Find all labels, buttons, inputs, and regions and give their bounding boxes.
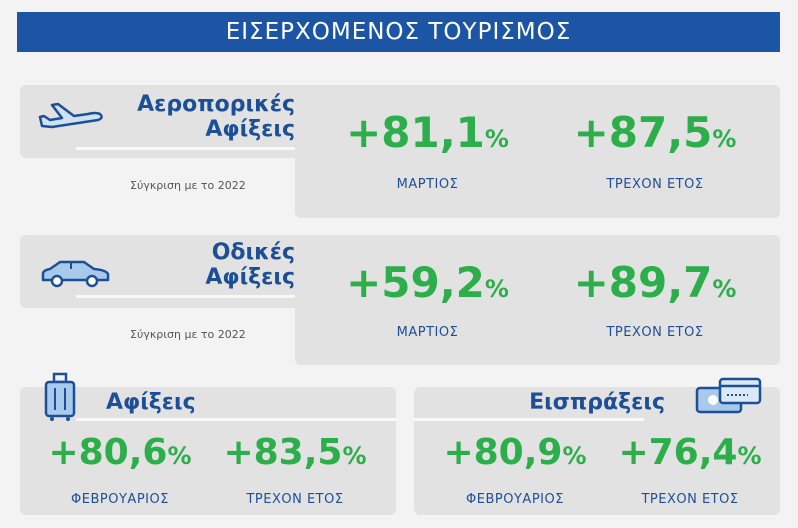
divider xyxy=(414,418,644,421)
unit: % xyxy=(167,442,192,470)
road-year-label: ΤΡΕΧΟΝ ΕΤΟΣ xyxy=(606,325,704,340)
unit: % xyxy=(712,125,737,153)
road-month-value: +59,2% xyxy=(320,258,535,307)
air-comparison-note: Σύγκριση με το 2022 xyxy=(130,179,246,192)
road-month-label: ΜΑΡΤΙΟΣ xyxy=(396,325,459,340)
page-title: ΕΙΣΕΡΧΟΜΕΝΟΣ ΤΟΥΡΙΣΜΟΣ xyxy=(17,12,780,52)
car-icon xyxy=(41,260,110,288)
divider xyxy=(76,418,396,421)
arrivals-month-label: ΦΕΒΡΟΥΑΡΙΟΣ xyxy=(71,492,169,507)
arrivals-title: Αφίξεις xyxy=(106,390,196,415)
value: +81,1 xyxy=(346,108,485,157)
arrivals-year-value: +83,5% xyxy=(205,432,385,473)
road-title-line1: Οδικές xyxy=(211,240,295,265)
credit-card-icon xyxy=(695,377,762,414)
value: +80,6 xyxy=(48,432,168,473)
air-title-line1: Αεροπορικές xyxy=(137,92,295,117)
air-title-line2: Αφίξεις xyxy=(205,117,295,142)
value: +87,5 xyxy=(573,108,713,157)
divider xyxy=(76,295,295,298)
receipts-month-label: ΦΕΒΡΟΥΑΡΙΟΣ xyxy=(466,492,564,507)
road-title-line2: Αφίξεις xyxy=(205,265,295,290)
air-month-value: +81,1% xyxy=(320,108,535,157)
value: +76,4 xyxy=(618,432,738,473)
value: +89,7 xyxy=(573,258,713,307)
unit: % xyxy=(562,442,587,470)
receipts-month-value: +80,9% xyxy=(425,432,605,473)
receipts-year-label: ΤΡΕΧΟΝ ΕΤΟΣ xyxy=(641,492,739,507)
arrivals-panel xyxy=(20,387,396,515)
value: +59,2 xyxy=(346,258,485,307)
unit: % xyxy=(484,275,509,303)
air-year-label: ΤΡΕΧΟΝ ΕΤΟΣ xyxy=(606,177,704,192)
road-values-panel xyxy=(295,235,780,365)
value: +83,5 xyxy=(223,432,343,473)
divider xyxy=(76,147,295,150)
road-comparison-note: Σύγκριση με το 2022 xyxy=(130,328,246,341)
road-year-value: +89,7% xyxy=(550,258,760,307)
unit: % xyxy=(342,442,367,470)
unit: % xyxy=(484,125,509,153)
luggage-icon xyxy=(44,372,76,421)
air-month-label: ΜΑΡΤΙΟΣ xyxy=(396,177,459,192)
receipts-title: Εισπράξεις xyxy=(529,390,665,415)
unit: % xyxy=(712,275,737,303)
airplane-icon xyxy=(38,102,103,129)
air-year-value: +87,5% xyxy=(550,108,760,157)
arrivals-year-label: ΤΡΕΧΟΝ ΕΤΟΣ xyxy=(246,492,344,507)
unit: % xyxy=(737,442,762,470)
value: +80,9 xyxy=(443,432,563,473)
arrivals-month-value: +80,6% xyxy=(30,432,210,473)
receipts-year-value: +76,4% xyxy=(605,432,775,473)
air-values-panel xyxy=(295,85,780,218)
